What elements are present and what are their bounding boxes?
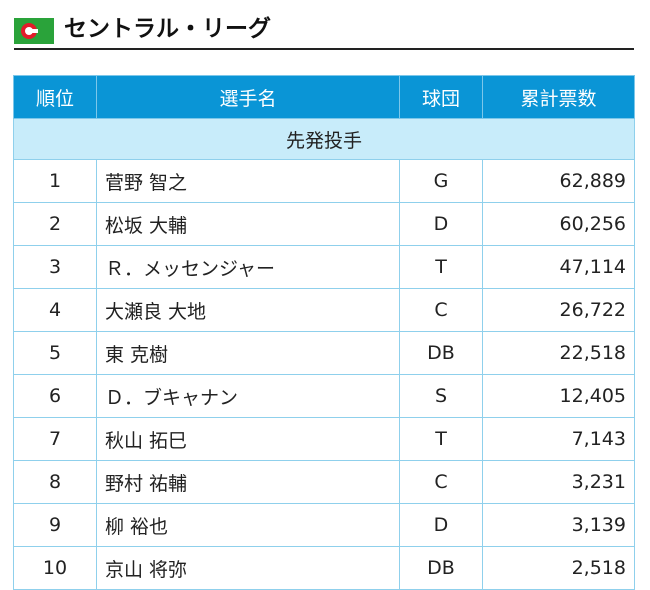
league-header: セントラル・リーグ [14,12,634,50]
votes-cell: 3,231 [482,460,635,504]
table-row: 6 Ｄ．ブキャナン S 12,405 [13,374,635,418]
table-row: 10 京山 将弥 DB 2,518 [13,546,635,590]
rank-cell: 10 [13,546,97,590]
rank-cell: 6 [13,374,97,418]
player-name-cell: 菅野 智之 [96,159,400,203]
player-name-cell: 松坂 大輔 [96,202,400,246]
votes-cell: 2,518 [482,546,635,590]
table-row: 4 大瀬良 大地 C 26,722 [13,288,635,332]
table-row: 3 Ｒ．メッセンジャー T 47,114 [13,245,635,289]
central-league-logo-icon [14,18,54,44]
votes-cell: 3,139 [482,503,635,547]
table-row: 9 柳 裕也 D 3,139 [13,503,635,547]
team-cell: D [399,202,483,246]
player-name-cell: 野村 祐輔 [96,460,400,504]
rank-cell: 4 [13,288,97,332]
column-header-player: 選手名 [96,75,400,119]
column-header-votes: 累計票数 [482,75,635,119]
rank-cell: 1 [13,159,97,203]
table-row: 5 東 克樹 DB 22,518 [13,331,635,375]
player-name-cell: Ｄ．ブキャナン [96,374,400,418]
table-row: 2 松坂 大輔 D 60,256 [13,202,635,246]
team-cell: DB [399,331,483,375]
team-cell: T [399,417,483,461]
team-cell: C [399,288,483,332]
section-row: 先発投手 [13,118,635,160]
table-header-row: 順位 選手名 球団 累計票数 [13,75,635,119]
rank-cell: 7 [13,417,97,461]
votes-cell: 12,405 [482,374,635,418]
votes-cell: 47,114 [482,245,635,289]
table-row: 8 野村 祐輔 C 3,231 [13,460,635,504]
team-cell: G [399,159,483,203]
votes-cell: 22,518 [482,331,635,375]
rank-cell: 8 [13,460,97,504]
player-name-cell: 大瀬良 大地 [96,288,400,332]
table-row: 7 秋山 拓巳 T 7,143 [13,417,635,461]
page-title: セントラル・リーグ [64,16,271,42]
column-header-team: 球団 [399,75,483,119]
rank-cell: 3 [13,245,97,289]
table-row: 1 菅野 智之 G 62,889 [13,159,635,203]
section-label: 先発投手 [13,118,635,160]
player-name-cell: Ｒ．メッセンジャー [96,245,400,289]
rank-cell: 2 [13,202,97,246]
team-cell: C [399,460,483,504]
team-cell: S [399,374,483,418]
column-header-rank: 順位 [13,75,97,119]
votes-cell: 26,722 [482,288,635,332]
rank-cell: 9 [13,503,97,547]
player-name-cell: 京山 将弥 [96,546,400,590]
votes-cell: 7,143 [482,417,635,461]
team-cell: DB [399,546,483,590]
ranking-table: 順位 選手名 球団 累計票数 先発投手 1 菅野 智之 G 62,889 2 松… [13,75,635,590]
player-name-cell: 柳 裕也 [96,503,400,547]
player-name-cell: 東 克樹 [96,331,400,375]
votes-cell: 62,889 [482,159,635,203]
team-cell: D [399,503,483,547]
votes-cell: 60,256 [482,202,635,246]
team-cell: T [399,245,483,289]
rank-cell: 5 [13,331,97,375]
player-name-cell: 秋山 拓巳 [96,417,400,461]
